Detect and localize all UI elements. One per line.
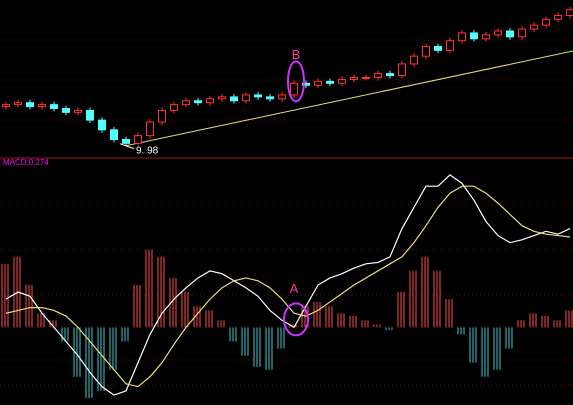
candle-body [566, 9, 573, 16]
candle-body [2, 104, 10, 108]
candle-body [254, 94, 262, 98]
candle-body [134, 135, 142, 144]
candle-body [374, 73, 382, 78]
candle-body [410, 55, 418, 65]
candle-body [458, 32, 466, 42]
candle-body [278, 94, 286, 100]
macd-line [5, 174, 571, 396]
candle-body [158, 109, 166, 123]
candle-body [518, 28, 526, 38]
candle-body [146, 121, 154, 137]
candle-body [398, 63, 406, 77]
candle-body [86, 109, 94, 121]
candle-body [530, 24, 538, 30]
candle-body [494, 30, 502, 36]
candle-body [302, 82, 310, 86]
candle-body [326, 80, 334, 84]
annotation-label: A [290, 281, 299, 296]
candle-body [230, 96, 238, 102]
candle-body [482, 34, 490, 40]
candle-body [14, 102, 22, 106]
candle-body [74, 109, 82, 113]
candle-body [422, 46, 430, 57]
candle-body [446, 40, 454, 51]
candle-body [542, 18, 550, 26]
candle-body [242, 94, 250, 102]
candle-body [38, 104, 46, 108]
candle-body [350, 77, 358, 80]
candle-body [470, 32, 478, 40]
candle-body [62, 108, 70, 113]
candle-body [50, 104, 58, 109]
candle-body [182, 100, 190, 106]
candle-body [26, 102, 34, 108]
low-label: 9. 98 [136, 145, 159, 156]
candle-body [206, 98, 214, 104]
candle-body [218, 96, 226, 100]
candle-body [554, 15, 562, 20]
highlight-ellipse [283, 302, 309, 337]
candle-body [122, 139, 130, 144]
candle-body [434, 46, 442, 51]
candle-body [362, 77, 370, 79]
low-pointer [119, 143, 135, 150]
candle-body [290, 82, 298, 96]
macd-label: MACD:0.274 [3, 158, 49, 167]
candle-body [314, 80, 322, 86]
candle-body [98, 119, 106, 131]
candle-body [170, 104, 178, 111]
candle-body [266, 96, 274, 100]
candle-body [194, 100, 202, 104]
candle-body [110, 129, 118, 140]
candle-body [386, 73, 394, 77]
highlight-ellipse [287, 60, 305, 103]
candle-body [338, 78, 346, 84]
candle-body [506, 30, 514, 38]
annotation-label: B [292, 47, 301, 62]
trend-line [125, 50, 573, 147]
